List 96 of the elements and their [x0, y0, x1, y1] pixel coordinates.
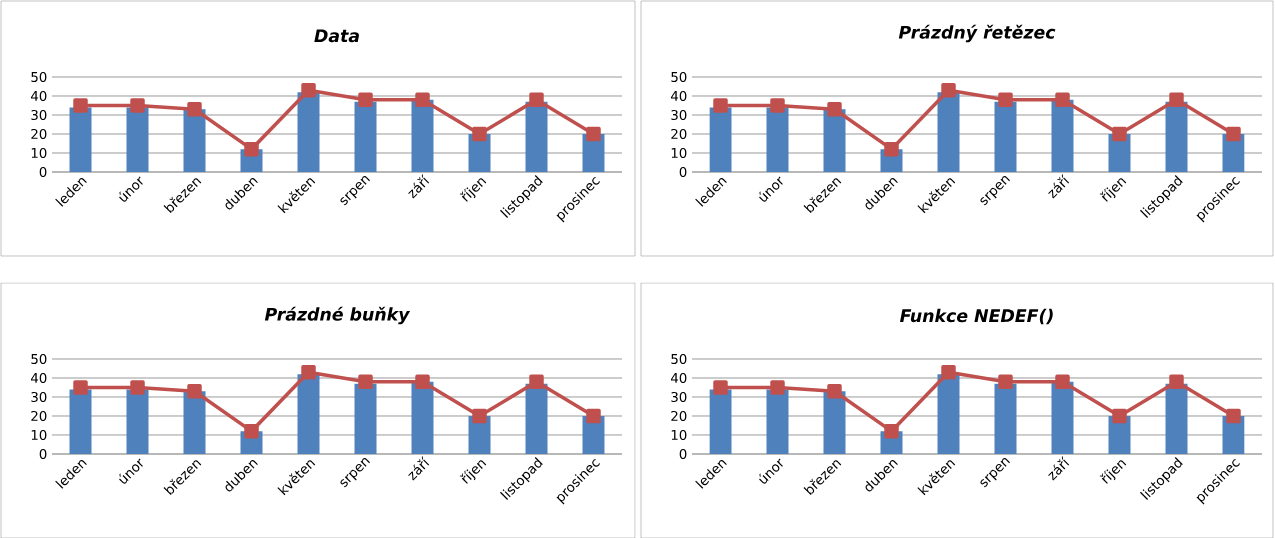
bar [994, 383, 1017, 454]
y-tick-label: 0 [679, 166, 687, 177]
point [529, 92, 544, 107]
bar [69, 389, 92, 454]
point [941, 82, 956, 98]
point [827, 101, 842, 117]
point [472, 126, 487, 142]
bar [183, 391, 206, 454]
point [187, 383, 202, 399]
bar [354, 101, 377, 172]
point [415, 374, 430, 389]
bar [994, 101, 1017, 172]
point [1055, 374, 1070, 389]
bar [937, 92, 960, 172]
y-tick-label: 20 [671, 410, 687, 421]
y-tick-label: 50 [31, 353, 47, 364]
point [415, 92, 430, 107]
point [529, 374, 544, 389]
y-tick-label: 40 [670, 372, 687, 383]
point [1112, 408, 1127, 424]
y-tick-label: 10 [671, 147, 687, 158]
point [713, 380, 728, 395]
point [358, 374, 373, 389]
point [301, 82, 316, 98]
bar [69, 107, 92, 172]
point [1169, 92, 1184, 107]
point [1226, 408, 1241, 424]
point [244, 423, 259, 439]
point [998, 92, 1013, 107]
bar [411, 381, 434, 454]
point [301, 364, 316, 380]
bar [823, 391, 846, 454]
bar [937, 374, 960, 454]
y-tick-label: 30 [31, 109, 47, 120]
y-tick-label: 10 [671, 429, 687, 440]
bar [297, 92, 320, 172]
y-tick-label: 40 [30, 90, 47, 101]
bar [766, 107, 789, 172]
chart-title: Funkce NEDEF() [900, 308, 1053, 325]
bar [1051, 99, 1074, 172]
point [998, 374, 1013, 389]
y-tick-label: 30 [31, 391, 47, 402]
y-tick-label: 0 [679, 448, 687, 459]
bar [126, 389, 149, 454]
point [472, 408, 487, 424]
bar [297, 374, 320, 454]
point [586, 408, 601, 424]
bar [1165, 101, 1188, 172]
point [73, 98, 88, 113]
point [1226, 126, 1241, 142]
point [130, 98, 145, 113]
bar [525, 383, 548, 454]
chart-title: Prázdné buňky [264, 306, 411, 325]
bar [1165, 383, 1188, 454]
bar [823, 109, 846, 172]
y-tick-label: 40 [30, 372, 47, 383]
point [73, 380, 88, 395]
bar [766, 389, 789, 454]
chart-title: Data [314, 29, 359, 43]
point [187, 101, 202, 117]
y-tick-label: 50 [671, 353, 687, 364]
y-tick-label: 10 [31, 147, 47, 158]
point [770, 380, 785, 395]
point [827, 383, 842, 399]
point [884, 423, 899, 439]
point [586, 126, 601, 142]
y-tick-label: 20 [671, 128, 687, 139]
y-tick-label: 20 [31, 128, 47, 139]
point [1169, 374, 1184, 389]
y-tick-label: 50 [671, 71, 687, 82]
point [1112, 126, 1127, 142]
point [358, 92, 373, 107]
y-tick-label: 0 [39, 448, 47, 459]
y-tick-label: 30 [671, 109, 687, 120]
y-tick-label: 50 [31, 71, 47, 82]
y-tick-label: 30 [671, 391, 687, 402]
bar [183, 109, 206, 172]
bar [1051, 381, 1074, 454]
y-tick-label: 0 [39, 166, 47, 177]
bar [709, 389, 732, 454]
y-tick-label: 10 [31, 429, 47, 440]
point [884, 141, 899, 157]
point [130, 380, 145, 395]
bar [709, 107, 732, 172]
bar [126, 107, 149, 172]
bar [525, 101, 548, 172]
point [1055, 92, 1070, 107]
point [244, 141, 259, 157]
chart-title: Prázdný řetězec [898, 24, 1056, 43]
point [770, 98, 785, 113]
bar [354, 383, 377, 454]
bar [411, 99, 434, 172]
y-tick-label: 20 [31, 410, 47, 421]
point [941, 364, 956, 380]
y-tick-label: 40 [670, 90, 687, 101]
point [713, 98, 728, 113]
